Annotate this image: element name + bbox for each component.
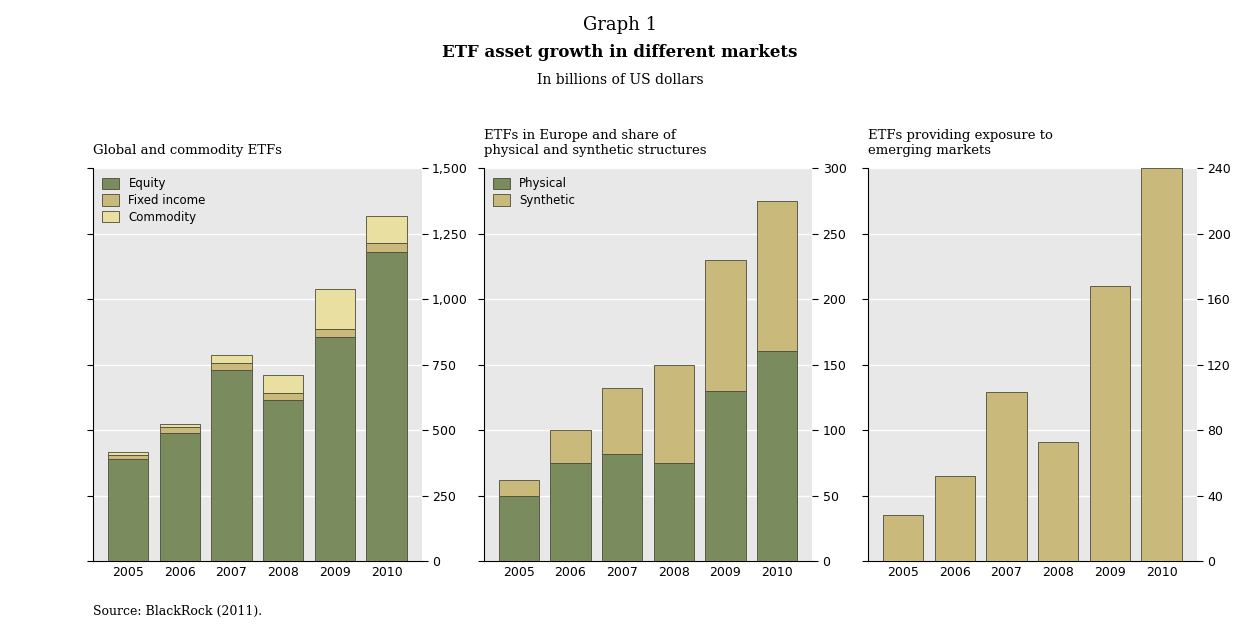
Bar bbox=[935, 476, 975, 561]
Bar bbox=[756, 351, 797, 561]
Bar bbox=[498, 480, 539, 496]
Text: Global and commodity ETFs: Global and commodity ETFs bbox=[93, 144, 281, 157]
Bar bbox=[1090, 286, 1130, 561]
Bar bbox=[551, 463, 590, 561]
Bar bbox=[211, 363, 252, 370]
Bar bbox=[366, 243, 407, 252]
Bar bbox=[756, 201, 797, 351]
Legend: Physical, Synthetic: Physical, Synthetic bbox=[490, 174, 578, 210]
Bar bbox=[108, 459, 149, 561]
Bar bbox=[211, 370, 252, 561]
Bar bbox=[160, 427, 200, 432]
Text: ETF asset growth in different markets: ETF asset growth in different markets bbox=[443, 44, 797, 61]
Bar bbox=[601, 388, 642, 454]
Bar bbox=[315, 337, 355, 561]
Bar bbox=[263, 393, 304, 400]
Bar bbox=[315, 288, 355, 329]
Bar bbox=[706, 260, 745, 391]
Text: ETFs providing exposure to
emerging markets: ETFs providing exposure to emerging mark… bbox=[868, 129, 1053, 157]
Text: ETFs in Europe and share of
physical and synthetic structures: ETFs in Europe and share of physical and… bbox=[484, 129, 706, 157]
Bar bbox=[263, 375, 304, 393]
Bar bbox=[653, 463, 694, 561]
Bar bbox=[1038, 441, 1079, 561]
Bar bbox=[366, 216, 407, 243]
Bar bbox=[653, 365, 694, 463]
Bar bbox=[498, 496, 539, 561]
Bar bbox=[986, 392, 1027, 561]
Bar bbox=[263, 400, 304, 561]
Bar bbox=[108, 455, 149, 459]
Text: In billions of US dollars: In billions of US dollars bbox=[537, 73, 703, 87]
Bar bbox=[160, 432, 200, 561]
Bar bbox=[551, 430, 590, 463]
Bar bbox=[108, 452, 149, 455]
Bar bbox=[883, 515, 924, 561]
Bar bbox=[601, 454, 642, 561]
Bar bbox=[366, 252, 407, 561]
Bar bbox=[160, 424, 200, 427]
Bar bbox=[706, 391, 745, 561]
Text: Source: BlackRock (2011).: Source: BlackRock (2011). bbox=[93, 605, 262, 618]
Bar bbox=[315, 329, 355, 337]
Text: Graph 1: Graph 1 bbox=[583, 16, 657, 34]
Bar bbox=[1141, 168, 1182, 561]
Legend: Equity, Fixed income, Commodity: Equity, Fixed income, Commodity bbox=[99, 174, 210, 227]
Bar bbox=[211, 356, 252, 363]
